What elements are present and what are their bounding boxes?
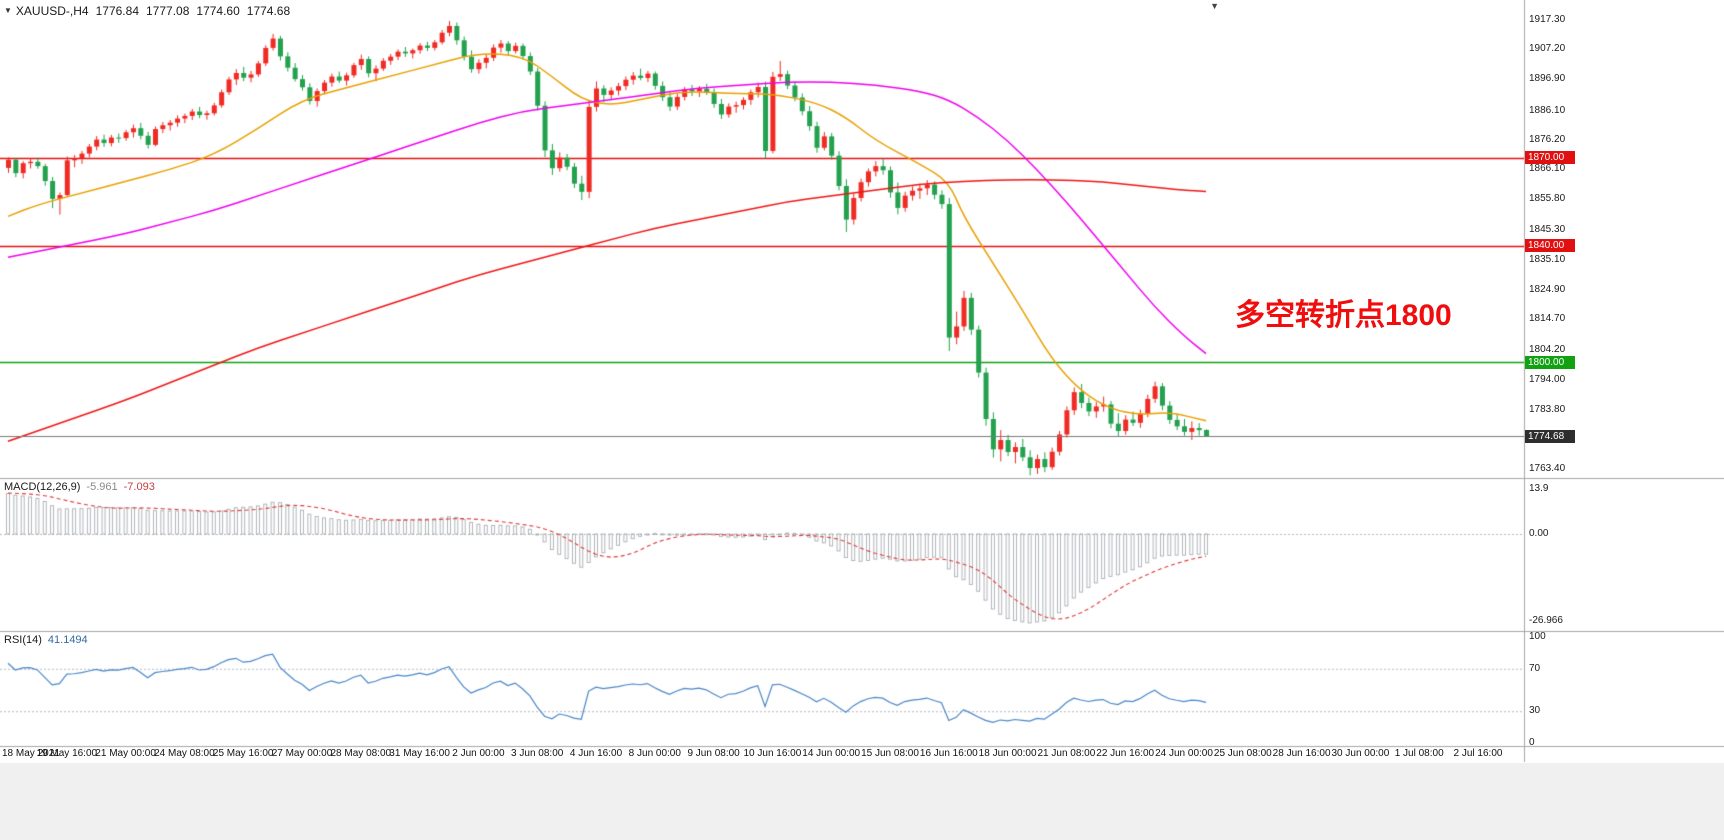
chart-shift-marker-icon[interactable]: ▼ [1210, 1, 1219, 11]
ohlc-high: 1777.08 [146, 4, 190, 18]
window-filler [0, 763, 1724, 840]
ohlc-open: 1776.84 [95, 4, 139, 18]
macd-signal-value: -7.093 [123, 481, 155, 493]
chart-annotation-text: 多空转折点1800 [1235, 299, 1452, 332]
price-level-badge: 1800.00 [1525, 355, 1575, 369]
symbol-period-label: XAUUSD-,H4 [15, 4, 89, 18]
rsi-indicator-label: RSI(14) [4, 634, 42, 646]
rsi-pane-title: RSI(14) 41.1494 [4, 634, 94, 646]
price-level-badge: 1840.00 [1525, 239, 1575, 253]
macd-pane-title: MACD(12,26,9) -5.961 -7.093 [4, 481, 161, 493]
ohlc-low: 1774.60 [196, 4, 240, 18]
chart-collapse-icon[interactable]: ▼ [4, 6, 12, 15]
chart-header: ▼ XAUUSD-,H4 1776.84 1777.08 1774.60 1774.68 [4, 4, 297, 18]
macd-main-value: -5.961 [86, 481, 118, 493]
current-price-badge: 1774.68 [1525, 429, 1575, 443]
price-level-badge: 1870.00 [1525, 151, 1575, 165]
rsi-value: 41.1494 [47, 634, 88, 646]
ohlc-close: 1774.68 [246, 4, 291, 18]
macd-indicator-label: MACD(12,26,9) [4, 481, 81, 493]
